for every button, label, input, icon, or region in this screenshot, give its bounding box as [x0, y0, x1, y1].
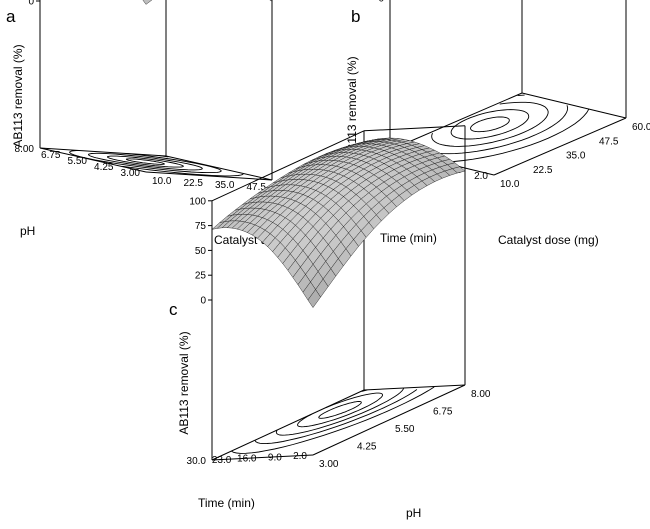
y-tick-label: 2.0: [474, 171, 488, 182]
z-tick-label: 25: [195, 271, 207, 282]
contour-line: [450, 109, 530, 140]
y-tick-label: 16.0: [237, 454, 257, 465]
contour-line: [431, 101, 549, 147]
y-tick-label: 3.00: [121, 168, 141, 179]
z-axis-label: AB113 removal (%): [11, 44, 25, 147]
contour-line: [47, 148, 244, 177]
panel-label: b: [351, 7, 360, 26]
frame-edge: [39, 147, 147, 173]
contour-line: [87, 152, 203, 171]
z-tick-label: 75: [195, 221, 207, 232]
y-axis-label: Time (min): [198, 496, 255, 510]
y-axis-label: Time (min): [380, 231, 437, 245]
x-tick-label: 4.25: [357, 442, 377, 453]
x-tick-label: 6.75: [433, 407, 453, 418]
x-tick-label: 35.0: [566, 151, 586, 162]
panel-label: c: [169, 300, 178, 319]
x-tick-labels: 10.0 22.5 35.0 47.5 60.0: [500, 122, 650, 190]
frame-edge: [389, 92, 523, 151]
panel-label: a: [6, 7, 16, 26]
frame-edge: [39, 147, 167, 157]
contour-line: [470, 116, 510, 133]
y-axis-label: pH: [20, 224, 35, 238]
frame-edge: [211, 454, 314, 461]
contour-line: [125, 158, 166, 165]
frame-edge: [211, 389, 365, 461]
z-axis-label: AB113 removal (%): [177, 331, 191, 434]
contour-line: [445, 108, 590, 163]
response-surface: [142, 0, 273, 5]
x-tick-label: 47.5: [599, 136, 619, 147]
frame-edge: [363, 384, 466, 391]
x-tick-label: 60.0: [632, 122, 650, 133]
x-axis-label: Catalyst dose (mg): [498, 233, 599, 247]
contour-line: [297, 392, 383, 428]
y-tick-label: 5.50: [68, 156, 88, 167]
plot-frame: [389, 0, 627, 176]
z-tick-label: 50: [195, 246, 207, 257]
y-tick-label: 2.0: [293, 451, 307, 462]
frame-edge: [363, 125, 466, 132]
x-tick-label: 3.00: [319, 459, 339, 470]
frame-edge: [521, 92, 627, 119]
y-tick-label: 30.0: [187, 456, 207, 467]
y-tick-label: 4.25: [94, 162, 114, 173]
x-axis-label: pH: [406, 506, 421, 520]
y-tick-label: 23.0: [212, 455, 232, 466]
surface-plot-panel-c: c 3.00 4.25 5.50 6.75 8.00 2.0 9.0 16.0 23.0 30.…: [169, 125, 491, 520]
contour-line: [275, 387, 405, 436]
contour-lines: [231, 386, 435, 454]
y-tick-labels: 3.00 4.25 5.50 6.75 8.00: [15, 144, 141, 179]
y-tick-label: 6.75: [41, 150, 61, 161]
z-tick-label: 0: [200, 296, 206, 307]
contour-line: [107, 155, 184, 168]
surface-facet: [307, 289, 321, 308]
contour-line: [254, 389, 418, 445]
contour-lines: [411, 94, 590, 163]
x-tick-label: 5.50: [395, 424, 415, 435]
surface-facet: [142, 0, 153, 5]
frame-edge: [211, 130, 365, 202]
contour-line: [318, 401, 362, 419]
surface-facet: [269, 0, 273, 2]
plot-frame: [39, 0, 273, 181]
frame-edge: [145, 171, 273, 181]
y-tick-label: 8.00: [15, 144, 35, 155]
z-tick-label: 100: [189, 196, 206, 207]
z-axis-label: AB113 removal (%): [345, 56, 359, 159]
x-tick-labels: 3.00 4.25 5.50 6.75 8.00: [319, 389, 491, 470]
y-tick-labels: 2.0 9.0 16.0 23.0 30.0: [187, 451, 308, 467]
x-tick-label: 47.5: [247, 182, 267, 193]
x-tick-label: 8.00: [471, 389, 491, 400]
contour-lines: [47, 148, 244, 177]
contour-line: [231, 386, 435, 454]
frame-edge: [165, 155, 273, 181]
frame-edge: [493, 117, 627, 176]
x-tick-label: 22.5: [184, 178, 204, 189]
x-tick-label: 10.0: [152, 176, 172, 187]
z-tick-label: 0: [378, 0, 384, 5]
contour-line: [411, 94, 569, 155]
z-tick-labels: 0 25 50 75 100: [189, 196, 213, 307]
contour-line: [69, 150, 222, 174]
x-tick-label: 22.5: [533, 165, 553, 176]
y-tick-label: 9.0: [268, 452, 282, 463]
response-surface: [211, 137, 466, 308]
z-tick-label: 0: [28, 0, 34, 8]
x-tick-label: 10.0: [500, 179, 520, 190]
x-tick-label: 35.0: [215, 180, 235, 191]
frame-edge: [312, 384, 466, 456]
